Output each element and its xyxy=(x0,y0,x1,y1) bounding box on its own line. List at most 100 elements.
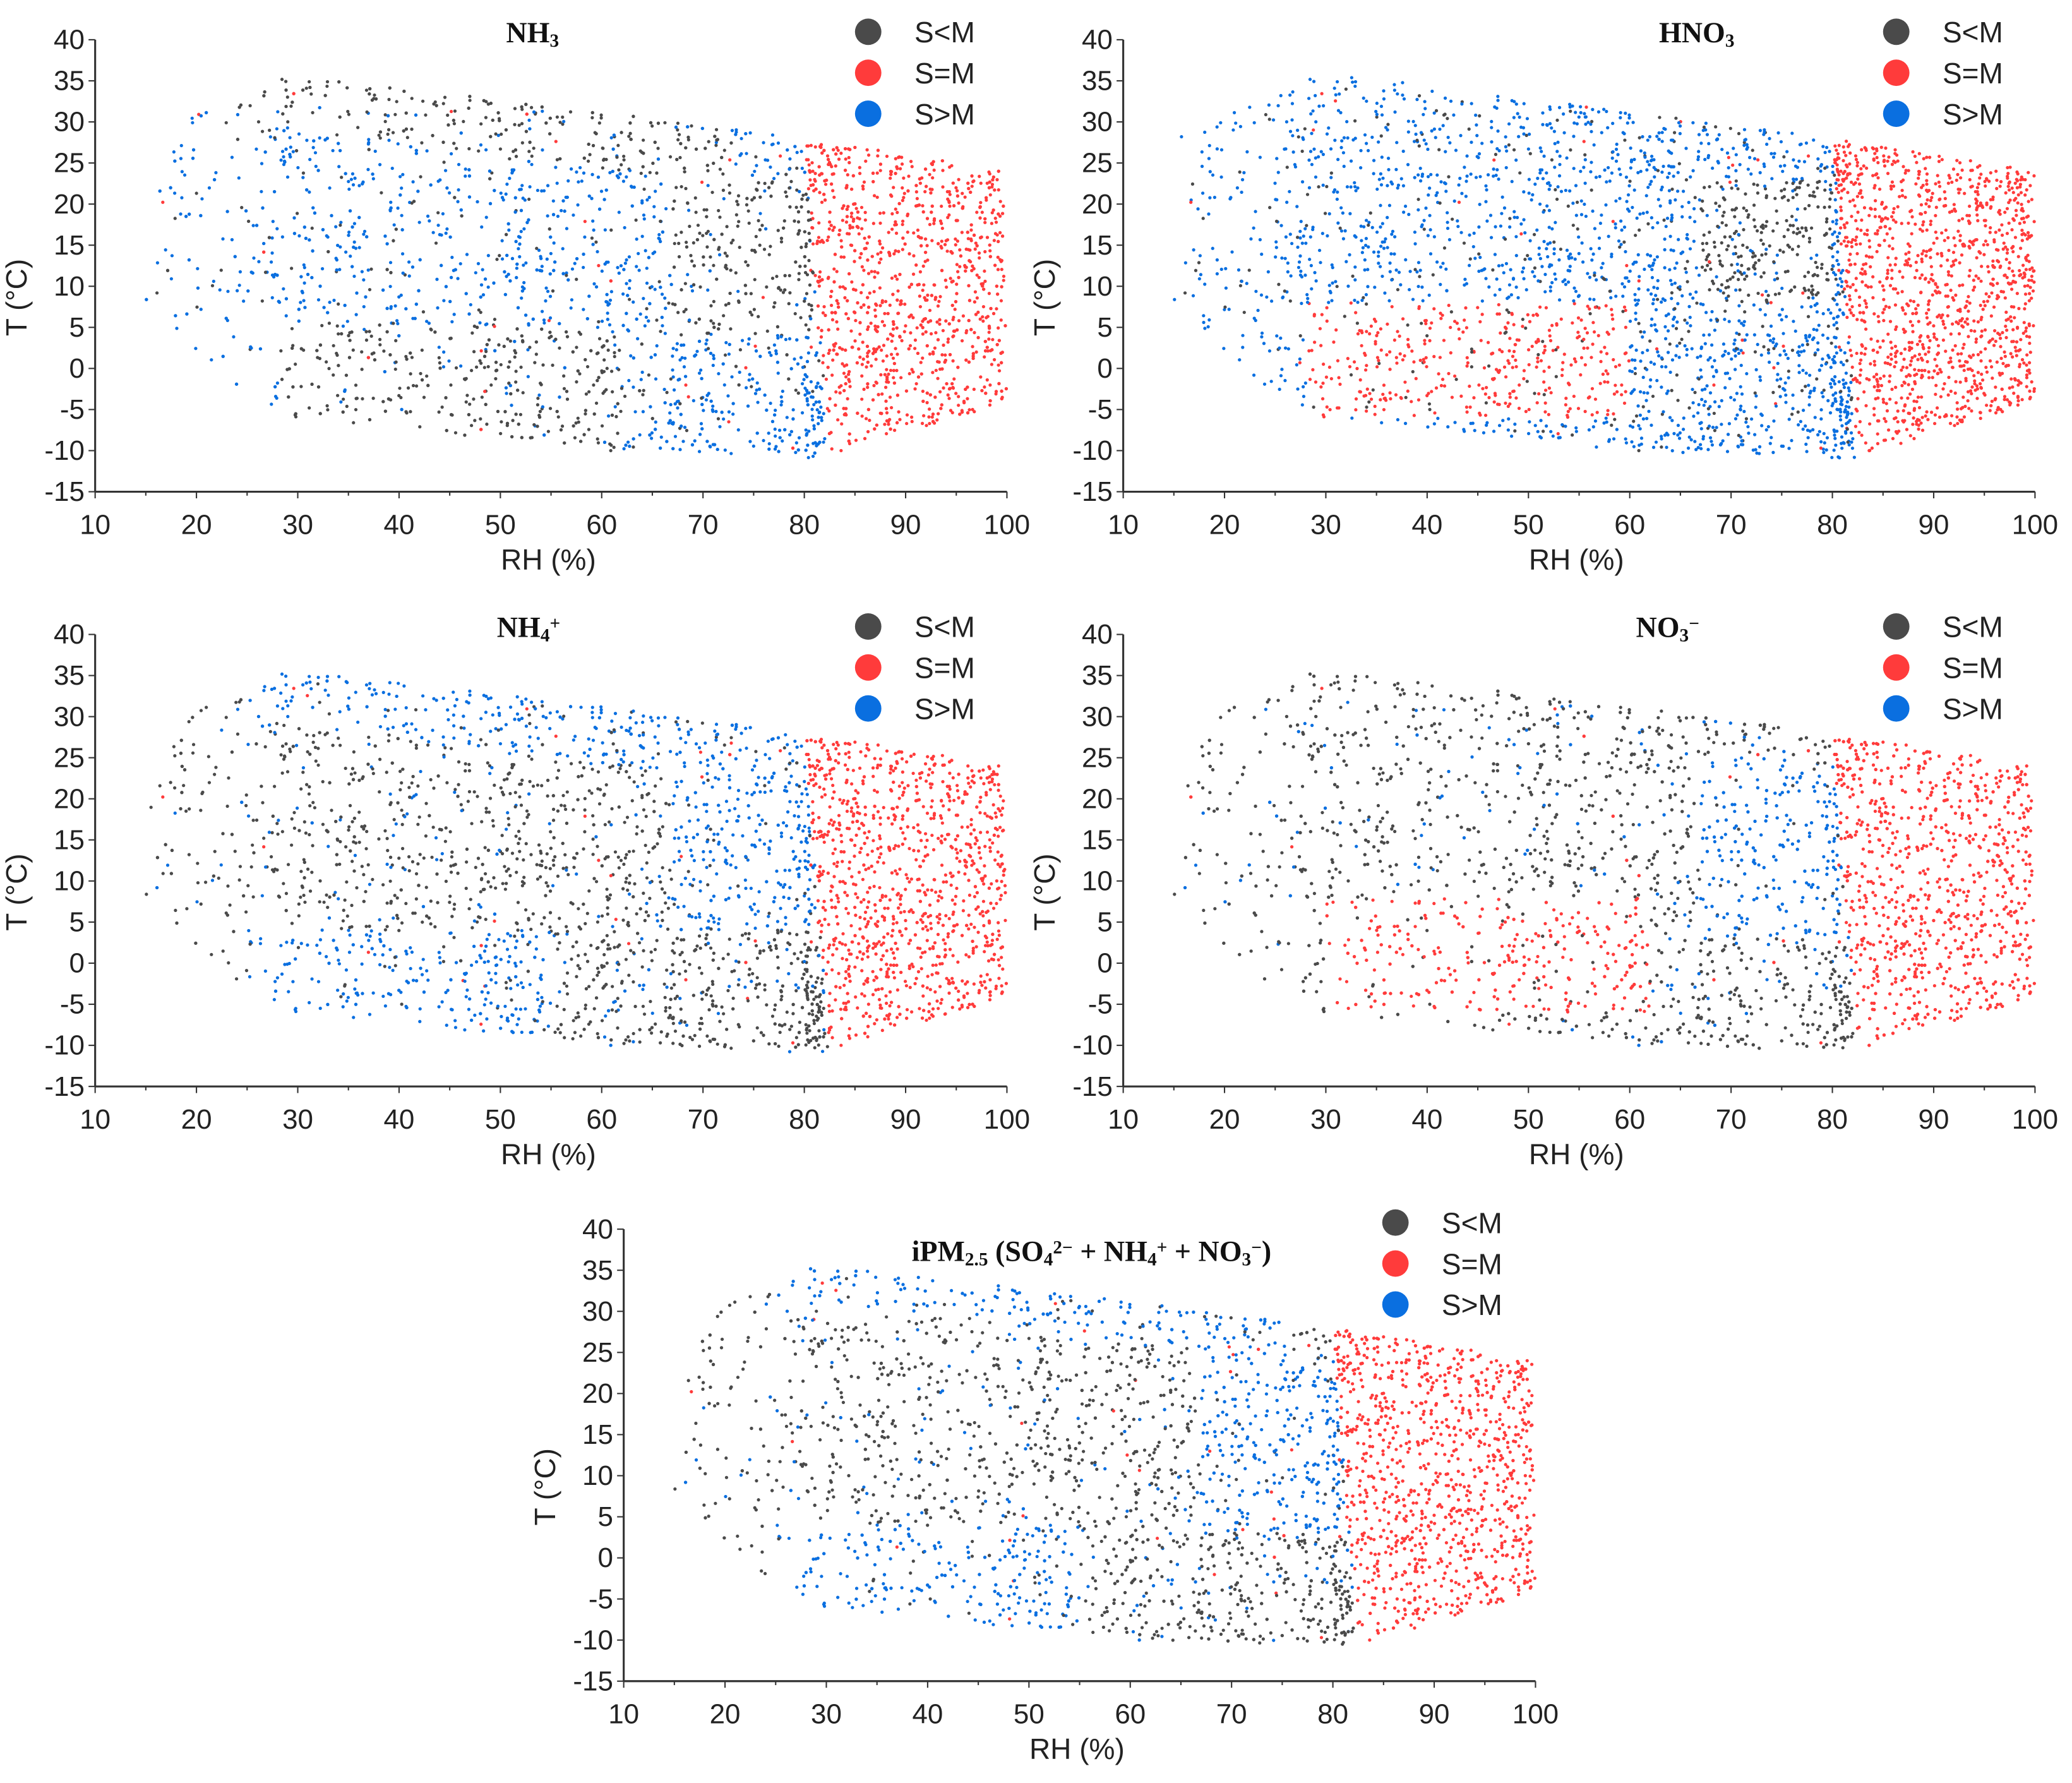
data-point xyxy=(1771,450,1775,454)
data-point xyxy=(313,211,317,215)
data-point xyxy=(1670,419,1674,423)
data-point xyxy=(1279,93,1283,98)
data-point xyxy=(2005,207,2009,210)
data-point xyxy=(1795,193,1799,196)
data-point xyxy=(1648,183,1652,186)
data-point xyxy=(187,258,191,262)
data-point xyxy=(859,291,863,295)
data-point xyxy=(548,407,553,411)
data-point xyxy=(1992,344,1996,347)
data-point xyxy=(536,188,540,193)
data-point xyxy=(1593,419,1598,423)
data-point xyxy=(1744,192,1747,196)
data-point xyxy=(690,443,695,447)
data-point xyxy=(308,238,311,242)
data-point xyxy=(680,288,683,292)
data-point xyxy=(1958,284,1961,287)
data-point xyxy=(1310,131,1314,135)
data-point xyxy=(627,255,632,259)
data-point xyxy=(1737,277,1740,282)
data-point xyxy=(458,261,462,266)
data-point xyxy=(1914,260,1918,264)
data-point xyxy=(1423,107,1427,111)
data-point xyxy=(2030,296,2033,300)
data-point xyxy=(820,328,823,332)
data-point xyxy=(673,241,676,246)
data-point xyxy=(582,156,586,160)
data-point xyxy=(1728,277,1732,281)
data-point xyxy=(615,155,619,159)
data-point xyxy=(777,450,781,453)
data-point xyxy=(781,389,784,393)
data-point xyxy=(967,318,971,323)
data-point xyxy=(170,254,174,258)
data-point xyxy=(907,174,911,178)
data-point xyxy=(865,241,869,245)
data-point xyxy=(281,112,285,116)
data-point xyxy=(2011,328,2015,332)
data-point xyxy=(1848,263,1852,267)
data-point xyxy=(1327,126,1331,130)
data-point xyxy=(1663,248,1667,252)
data-point xyxy=(350,330,354,334)
data-point xyxy=(238,270,243,273)
data-point xyxy=(519,208,524,212)
data-point xyxy=(803,299,806,303)
data-point xyxy=(262,241,266,246)
data-point xyxy=(950,411,954,415)
data-point xyxy=(820,416,823,419)
data-point xyxy=(826,366,830,369)
data-point xyxy=(199,213,203,218)
data-point xyxy=(805,432,809,436)
data-point xyxy=(686,135,690,139)
data-point xyxy=(898,167,902,171)
data-point xyxy=(961,314,966,318)
data-point xyxy=(1768,244,1771,248)
data-point xyxy=(808,169,811,172)
data-point xyxy=(1938,197,1942,201)
data-point xyxy=(857,232,861,236)
data-point xyxy=(1685,353,1689,357)
data-point xyxy=(1932,369,1936,373)
data-point xyxy=(395,100,398,104)
data-point xyxy=(889,368,893,373)
data-point xyxy=(858,217,861,221)
data-point xyxy=(1913,275,1917,280)
data-point xyxy=(705,332,709,335)
data-point xyxy=(817,165,821,169)
data-point xyxy=(956,366,960,369)
data-point xyxy=(988,255,992,258)
data-point xyxy=(993,263,997,267)
data-point xyxy=(575,257,579,261)
data-point xyxy=(814,385,818,390)
data-point xyxy=(876,252,880,256)
data-point xyxy=(551,213,556,217)
data-point xyxy=(284,80,288,83)
data-point xyxy=(815,442,818,447)
data-point xyxy=(949,409,953,412)
data-point xyxy=(1237,268,1241,272)
data-point xyxy=(268,128,272,132)
data-point xyxy=(476,261,481,265)
data-point xyxy=(1457,200,1461,204)
data-point xyxy=(421,310,426,314)
data-point xyxy=(1524,288,1528,292)
data-point xyxy=(975,296,979,300)
data-point xyxy=(1271,118,1276,122)
data-point xyxy=(761,296,765,299)
data-point xyxy=(448,235,452,239)
title-part: NH xyxy=(506,16,549,49)
y-tick-label: 10 xyxy=(54,271,85,302)
x-axis-label: RH (%) xyxy=(501,543,596,576)
data-point xyxy=(1591,252,1595,256)
data-point xyxy=(866,258,870,262)
data-point xyxy=(804,323,808,327)
data-point xyxy=(1614,147,1619,151)
data-point xyxy=(295,212,299,215)
data-point xyxy=(821,311,825,315)
data-point xyxy=(1538,305,1542,309)
data-point xyxy=(285,95,289,99)
data-point xyxy=(985,316,988,320)
data-point xyxy=(717,248,721,251)
data-point xyxy=(518,255,522,259)
